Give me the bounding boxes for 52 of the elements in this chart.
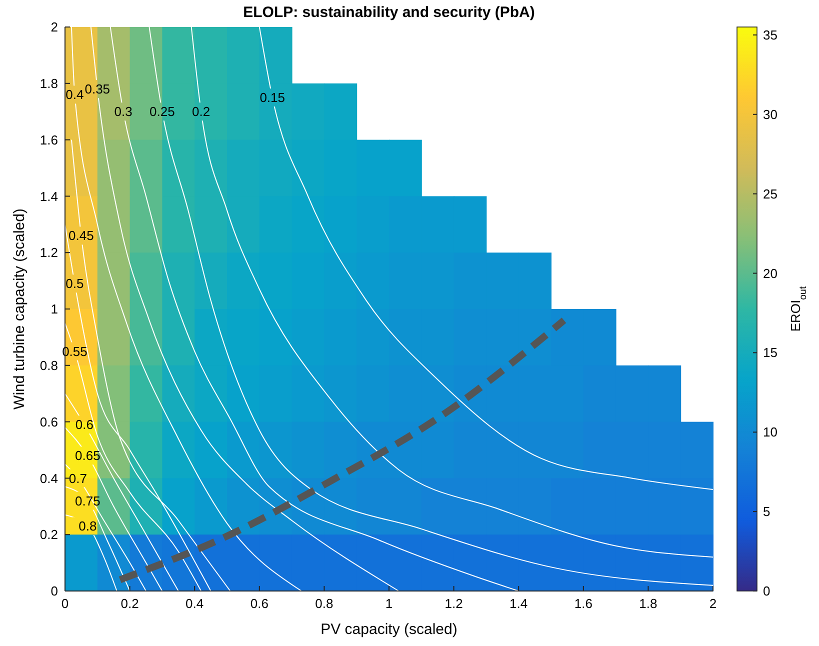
color-bar-label: 20 — [763, 266, 778, 281]
line-series — [258, 26, 714, 490]
series-label: 0.8 — [78, 518, 97, 534]
x-tick-label: 0 — [61, 596, 69, 611]
series-label: 0.3 — [114, 104, 132, 120]
y-tick-label: 1.4 — [40, 188, 58, 204]
y-tick-label: 2 — [50, 20, 58, 35]
series-label: 0.45 — [68, 228, 94, 244]
line-series — [64, 464, 146, 592]
y-tick-label: 1.2 — [40, 245, 58, 260]
color-bar-label: 25 — [763, 186, 778, 202]
series-label: 0.4 — [66, 87, 84, 102]
color-bar-label: 30 — [763, 106, 778, 122]
color-bar-label: 35 — [763, 27, 778, 42]
color-bar-label: 0 — [763, 584, 770, 599]
x-tick-label: 2 — [709, 596, 717, 611]
series-label: 0.65 — [75, 448, 100, 464]
series-label: 0.35 — [84, 82, 110, 97]
x-tick-label: 1.8 — [639, 596, 658, 611]
x-tick-label: 1 — [385, 596, 393, 611]
x-tick-label: 0.2 — [120, 596, 139, 611]
line-series — [64, 393, 179, 592]
y-tick-label: 0.4 — [40, 470, 58, 486]
x-tick-label: 0.8 — [315, 596, 334, 611]
x-tick-label: 1.6 — [574, 596, 592, 611]
y-tick-label: 0.6 — [40, 414, 58, 430]
line-series — [110, 26, 520, 592]
x-tick-label: 1.4 — [510, 596, 528, 611]
chart-title: ELOLP: sustainability and security (PbA) — [243, 4, 535, 21]
y-tick-label: 0.2 — [40, 527, 58, 542]
x-tick-label: 1.2 — [444, 596, 463, 611]
y-tick-label: 1.6 — [40, 132, 58, 148]
y-axis-title: Wind turbine capacity (scaled) — [11, 208, 28, 410]
series-label: 0.25 — [150, 104, 175, 120]
x-tick-label: 0.4 — [186, 596, 204, 611]
y-tick-label: 1 — [50, 302, 58, 317]
color-bar-label: 5 — [763, 504, 770, 520]
y-tick-label: 0.8 — [40, 358, 58, 373]
color-bar-label: 15 — [763, 345, 778, 360]
x-tick-label: 0.6 — [250, 596, 268, 611]
line-series — [64, 486, 130, 592]
y-tick-label: 1.8 — [40, 76, 58, 91]
series-label: 0.5 — [66, 276, 84, 292]
color-bar-label: 10 — [763, 424, 778, 440]
series-label: 0.2 — [192, 104, 210, 120]
series-label: 0.6 — [75, 417, 94, 432]
line-series — [64, 514, 118, 592]
y-tick-label: 0 — [50, 584, 58, 599]
series-label: 0.15 — [260, 90, 286, 106]
x-axis-title: PV capacity (scaled) — [320, 621, 458, 638]
line-series — [64, 322, 202, 592]
series-label: 0.7 — [68, 470, 87, 486]
